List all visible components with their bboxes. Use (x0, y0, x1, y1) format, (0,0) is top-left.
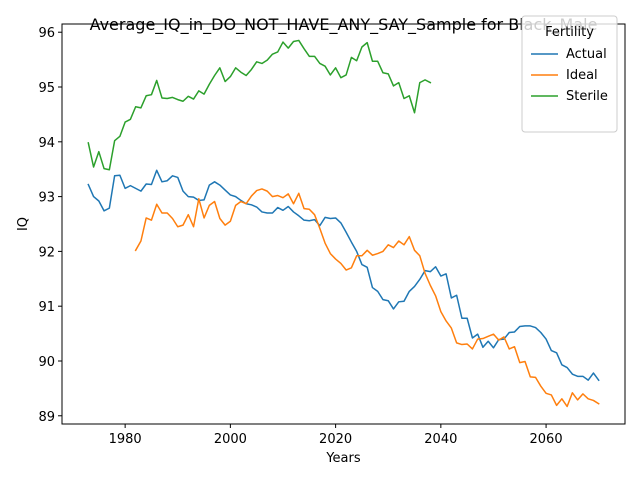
y-tick-label: 95 (38, 81, 55, 96)
y-tick-label: 91 (38, 300, 55, 315)
x-axis: 1980 2000 2020 2040 2060 (109, 424, 563, 447)
x-axis-label: Years (325, 451, 361, 466)
plot-frame (61, 23, 626, 425)
y-tick-label: 96 (38, 26, 55, 41)
y-tick-label: 94 (38, 136, 55, 151)
legend-label-sterile: Sterile (566, 89, 608, 104)
y-axis: 89 90 91 92 93 94 95 96 (38, 26, 62, 425)
y-tick-label: 89 (38, 410, 55, 425)
x-tick-label: 2020 (319, 432, 352, 447)
legend-label-actual: Actual (566, 47, 607, 62)
plot-area (87, 39, 600, 408)
legend: Fertility Actual Ideal Sterile (521, 15, 618, 133)
legend-items: Actual Ideal Sterile (531, 47, 608, 104)
y-tick-label: 93 (38, 191, 55, 206)
x-tick-label: 2060 (530, 432, 563, 447)
y-axis-label: IQ (16, 217, 31, 231)
y-tick-label: 92 (38, 245, 55, 260)
y-tick-label: 90 (38, 355, 55, 370)
x-tick-label: 2000 (214, 432, 247, 447)
series-line-actual (87, 169, 600, 382)
series-layer (87, 39, 600, 408)
legend-title: Fertility (545, 25, 594, 40)
x-tick-label: 1980 (109, 432, 142, 447)
chart-title: Average_IQ_in_DO_NOT_HAVE_ANY_SAY_Sample… (90, 15, 598, 35)
legend-frame (521, 15, 618, 133)
x-tick-label: 2040 (424, 432, 457, 447)
legend-label-ideal: Ideal (566, 68, 598, 83)
series-line-sterile (87, 39, 432, 171)
series-line-ideal (134, 188, 600, 408)
